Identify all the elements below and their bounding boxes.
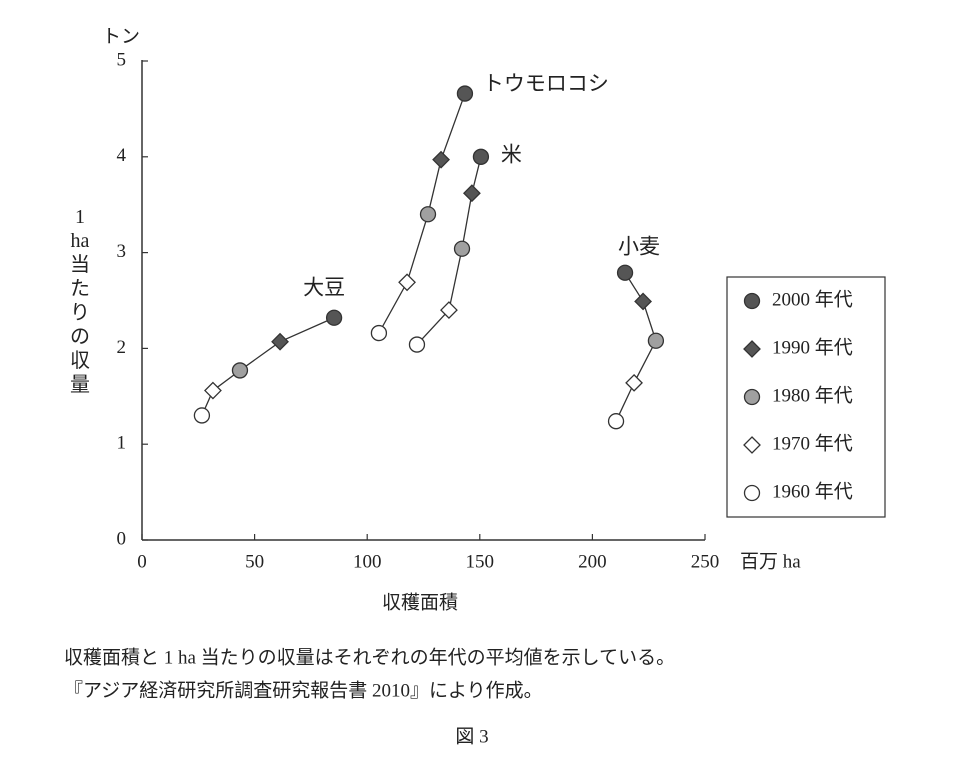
legend-marker <box>743 388 761 406</box>
note: 『アジア経済研究所調査研究報告書 2010』により作成。 <box>64 679 543 701</box>
series-line <box>201 317 335 416</box>
legend-marker <box>743 292 761 310</box>
point <box>398 273 416 292</box>
y-tick-label: 2 <box>117 337 127 358</box>
point <box>440 301 458 319</box>
point <box>647 332 665 349</box>
note: 収穫面積と 1 ha 当たりの収量はそれぞれの年代の平均値を示している。 <box>64 646 675 668</box>
point <box>625 373 643 392</box>
legend-label: 2000 年代 <box>772 288 853 310</box>
series-label: 大豆 <box>303 276 345 300</box>
x-tick-label: 250 <box>691 551 720 572</box>
series-label: 小麦 <box>618 235 660 259</box>
legend-label: 1960 年代 <box>772 480 853 502</box>
point <box>456 85 474 102</box>
x-tick-label: 150 <box>466 551 495 572</box>
point <box>432 150 450 169</box>
point <box>408 336 426 353</box>
series-label: トウモロコシ <box>483 71 609 95</box>
point <box>607 413 625 430</box>
point <box>419 206 437 223</box>
x-tick-label: 0 <box>137 551 147 572</box>
y-tick-label: 1 <box>117 433 127 454</box>
y-tick-label: 3 <box>117 241 127 262</box>
legend-label: 1990 年代 <box>772 336 853 358</box>
legend-label: 1980 年代 <box>772 384 853 406</box>
point <box>472 148 490 165</box>
point <box>453 240 471 257</box>
point <box>462 184 481 203</box>
x-tick-label: 50 <box>245 551 264 572</box>
x-axis-label: 収穫面積 <box>382 591 458 613</box>
caption: 図 3 <box>455 726 488 747</box>
y-unit: トン <box>102 26 140 47</box>
series-label: 米 <box>501 143 522 167</box>
point <box>634 292 652 311</box>
y-tick-label: 4 <box>117 145 127 166</box>
legend-marker <box>743 484 761 502</box>
x-unit: 百万 ha <box>740 551 801 572</box>
legend-label: 1970 年代 <box>772 432 853 454</box>
point <box>325 309 343 326</box>
x-tick-label: 100 <box>353 551 382 572</box>
legend-marker <box>743 340 761 358</box>
point <box>370 324 388 342</box>
point <box>616 264 634 281</box>
point <box>231 362 249 379</box>
point <box>271 332 289 351</box>
legend-marker <box>743 436 761 454</box>
point <box>193 407 211 424</box>
series-line <box>615 272 657 422</box>
x-tick-label: 200 <box>578 551 607 572</box>
y-axis-label: 1 ha 当たりの収量 <box>70 206 90 396</box>
y-tick-label: 0 <box>117 528 127 549</box>
y-tick-label: 5 <box>117 49 127 70</box>
point <box>204 381 222 400</box>
